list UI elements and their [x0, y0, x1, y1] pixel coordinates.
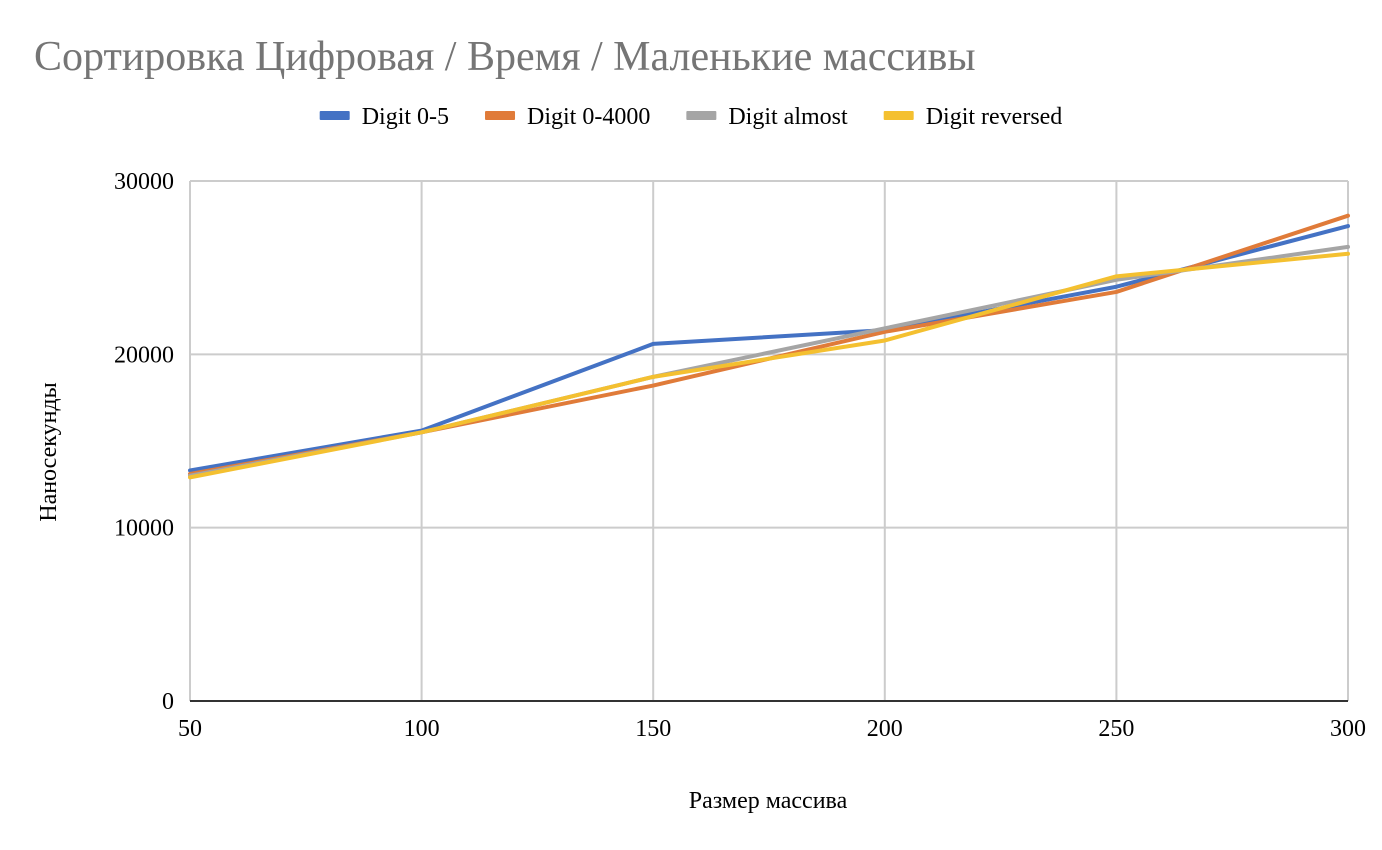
legend-item: Digit 0-4000	[485, 104, 650, 130]
legend-item: Digit 0-5	[319, 104, 449, 130]
series-line	[188, 213, 1350, 476]
legend-label: Digit 0-5	[362, 104, 449, 130]
legend-swatch	[686, 111, 717, 120]
x-tick-label: 250	[1098, 716, 1134, 742]
series-line	[188, 244, 1350, 478]
x-tick-label: 150	[635, 716, 671, 742]
legend-item: Digit reversed	[883, 104, 1063, 130]
y-axis-title: Наносекунды	[36, 382, 62, 522]
legend-label: Digit reversed	[926, 104, 1063, 130]
x-tick-label: 300	[1330, 716, 1366, 742]
series-line	[188, 224, 1350, 473]
legend-swatch	[485, 111, 516, 120]
y-tick-label: 20000	[114, 342, 174, 368]
series-lines	[188, 213, 1350, 480]
y-tick-label: 0	[162, 689, 174, 715]
x-tick-label: 200	[867, 716, 903, 742]
tick-labels: 0 10000 20000 30000 50 100 150 200 250 300	[114, 169, 1366, 742]
chart-title: Сортировка Цифровая / Время / Маленькие …	[34, 34, 976, 80]
x-tick-label: 100	[404, 716, 440, 742]
series-line	[188, 251, 1350, 480]
legend-swatch	[883, 111, 914, 120]
legend-swatch	[319, 111, 350, 120]
legend: Digit 0-5 Digit 0-4000 Digit almost Digit r…	[319, 104, 1063, 130]
legend-item: Digit almost	[686, 104, 848, 130]
legend-label: Digit 0-4000	[527, 104, 650, 130]
y-tick-label: 30000	[114, 169, 174, 195]
x-axis-title: Размер массива	[689, 788, 848, 814]
y-tick-label: 10000	[114, 516, 174, 542]
x-tick-label: 50	[178, 716, 202, 742]
legend-label: Digit almost	[728, 104, 848, 130]
grid-lines	[189, 180, 1349, 701]
